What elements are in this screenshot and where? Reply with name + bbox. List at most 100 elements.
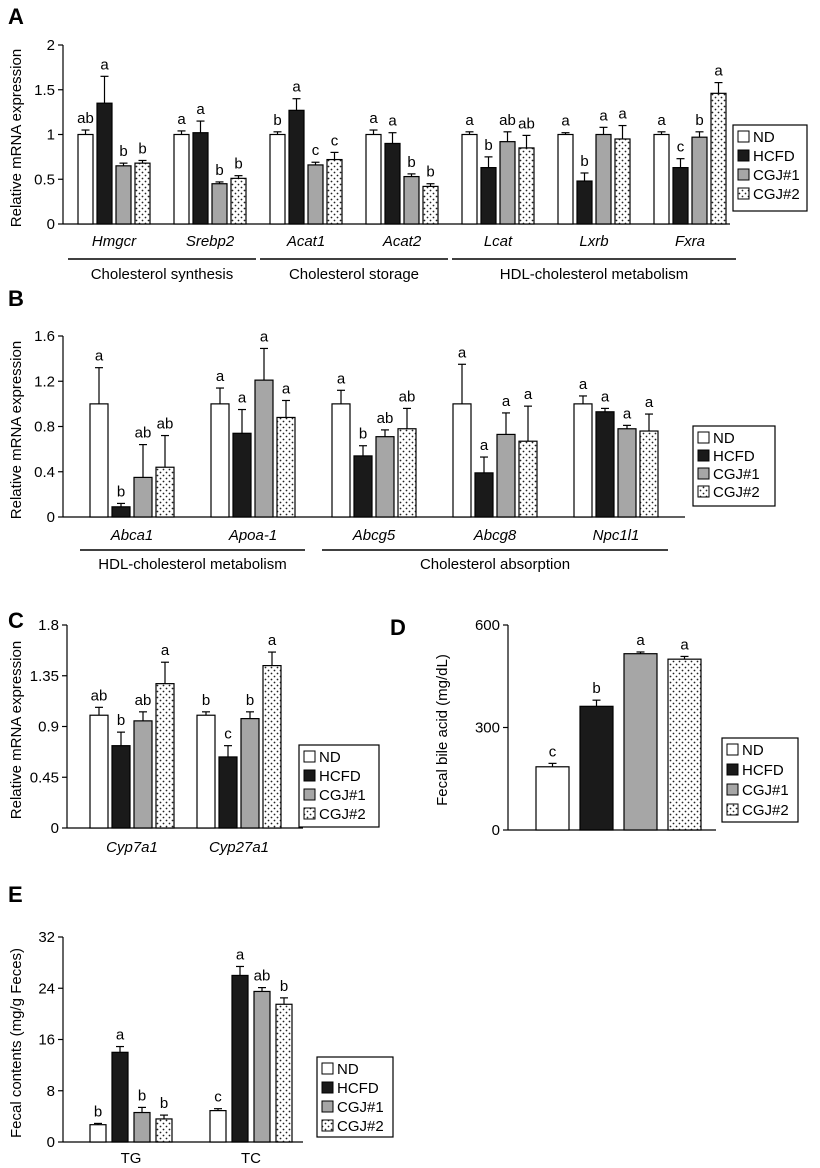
significance-label: a (599, 107, 608, 124)
significance-label: a (282, 380, 291, 397)
x-category-label: Cyp27a1 (209, 839, 269, 856)
y-tick-label: 16 (38, 1032, 55, 1049)
significance-label: b (273, 112, 281, 129)
bar (331, 403, 351, 518)
significance-label: b (138, 140, 146, 157)
significance-label: b (592, 680, 600, 697)
bar (653, 133, 670, 225)
significance-label: b (202, 692, 210, 709)
significance-label: c (214, 1089, 222, 1106)
bar (231, 974, 249, 1143)
bar (275, 1003, 293, 1143)
x-category-label: Srebp2 (186, 233, 235, 250)
y-tick-label: 32 (38, 929, 55, 946)
bar (230, 177, 247, 225)
panel-letter: A (8, 4, 24, 29)
significance-label: ab (91, 687, 108, 704)
legend-swatch (321, 1100, 334, 1113)
x-category-label: Abcg8 (473, 527, 517, 544)
bar (595, 411, 615, 518)
x-category-label: Fxra (675, 233, 705, 250)
significance-label: ab (377, 410, 394, 427)
bar (474, 472, 494, 518)
significance-label: ab (518, 115, 535, 132)
bar (307, 164, 324, 225)
significance-label: a (579, 376, 588, 393)
bar (595, 133, 612, 225)
y-tick-label: 0 (47, 509, 55, 526)
legend-swatch (726, 783, 739, 796)
bar (254, 379, 274, 518)
y-tick-label: 1.6 (34, 328, 55, 345)
bar (710, 92, 727, 225)
bar (623, 653, 658, 831)
legend-label: HCFD (319, 768, 361, 785)
y-tick-label: 24 (38, 980, 55, 997)
legend-swatch (737, 187, 750, 200)
x-category-label: Cyp7a1 (106, 839, 158, 856)
legend-swatch (726, 803, 739, 816)
significance-label: b (484, 137, 492, 154)
bar (209, 1110, 227, 1143)
legend-label: CGJ#2 (337, 1118, 384, 1135)
legend-swatch (697, 485, 710, 498)
bar (155, 1118, 173, 1143)
bar (499, 141, 516, 225)
group-label: Cholesterol synthesis (91, 266, 234, 283)
bar (134, 162, 151, 225)
significance-label: b (426, 164, 434, 181)
bar (89, 714, 109, 829)
significance-label: b (160, 1095, 168, 1112)
bar (614, 138, 631, 225)
bar (557, 133, 574, 225)
legend-label: CGJ#1 (753, 167, 800, 184)
group-label: HDL-cholesterol metabolism (98, 556, 286, 573)
bar (210, 403, 230, 518)
y-tick-label: 0 (47, 216, 55, 233)
y-tick-label: 1.35 (30, 668, 59, 685)
y-axis-label: Relative mRNA expression (8, 341, 25, 519)
y-tick-label: 600 (475, 617, 500, 634)
bar (461, 133, 478, 225)
legend-swatch (726, 763, 739, 776)
y-tick-label: 2 (47, 37, 55, 54)
y-tick-label: 0 (47, 1134, 55, 1151)
significance-label: a (561, 113, 570, 130)
legend-swatch (737, 168, 750, 181)
significance-label: b (119, 143, 127, 160)
x-category-label: Lcat (484, 233, 513, 250)
significance-label: a (216, 368, 225, 385)
legend-label: CGJ#2 (742, 802, 789, 819)
y-tick-label: 0 (492, 822, 500, 839)
y-tick-label: 1.2 (34, 373, 55, 390)
y-axis-label: Fecal bile acid (mg/dL) (434, 654, 451, 806)
x-category-label: Acat1 (286, 233, 325, 250)
significance-label: a (388, 113, 397, 130)
y-axis-label: Relative mRNA expression (8, 641, 25, 819)
bar (288, 109, 305, 225)
bar (240, 718, 260, 829)
legend-label: CGJ#2 (753, 186, 800, 203)
significance-label: a (465, 112, 474, 129)
bar (496, 433, 516, 518)
significance-label: b (138, 1087, 146, 1104)
significance-label: a (458, 344, 467, 361)
significance-label: ab (254, 968, 271, 985)
bar (617, 428, 637, 518)
panel-letter: E (8, 882, 23, 907)
panel-letter: C (8, 608, 24, 633)
significance-label: c (224, 726, 232, 743)
legend-swatch (697, 431, 710, 444)
significance-label: b (94, 1103, 102, 1120)
significance-label: b (359, 426, 367, 443)
significance-label: a (601, 388, 610, 405)
legend-label: CGJ#1 (742, 782, 789, 799)
bar (353, 455, 373, 518)
significance-label: a (238, 390, 247, 407)
x-category-label: Abca1 (110, 527, 154, 544)
bar (384, 142, 401, 225)
bar (422, 185, 439, 225)
y-tick-label: 0.8 (34, 419, 55, 436)
significance-label: a (260, 328, 269, 345)
bar (133, 720, 153, 829)
